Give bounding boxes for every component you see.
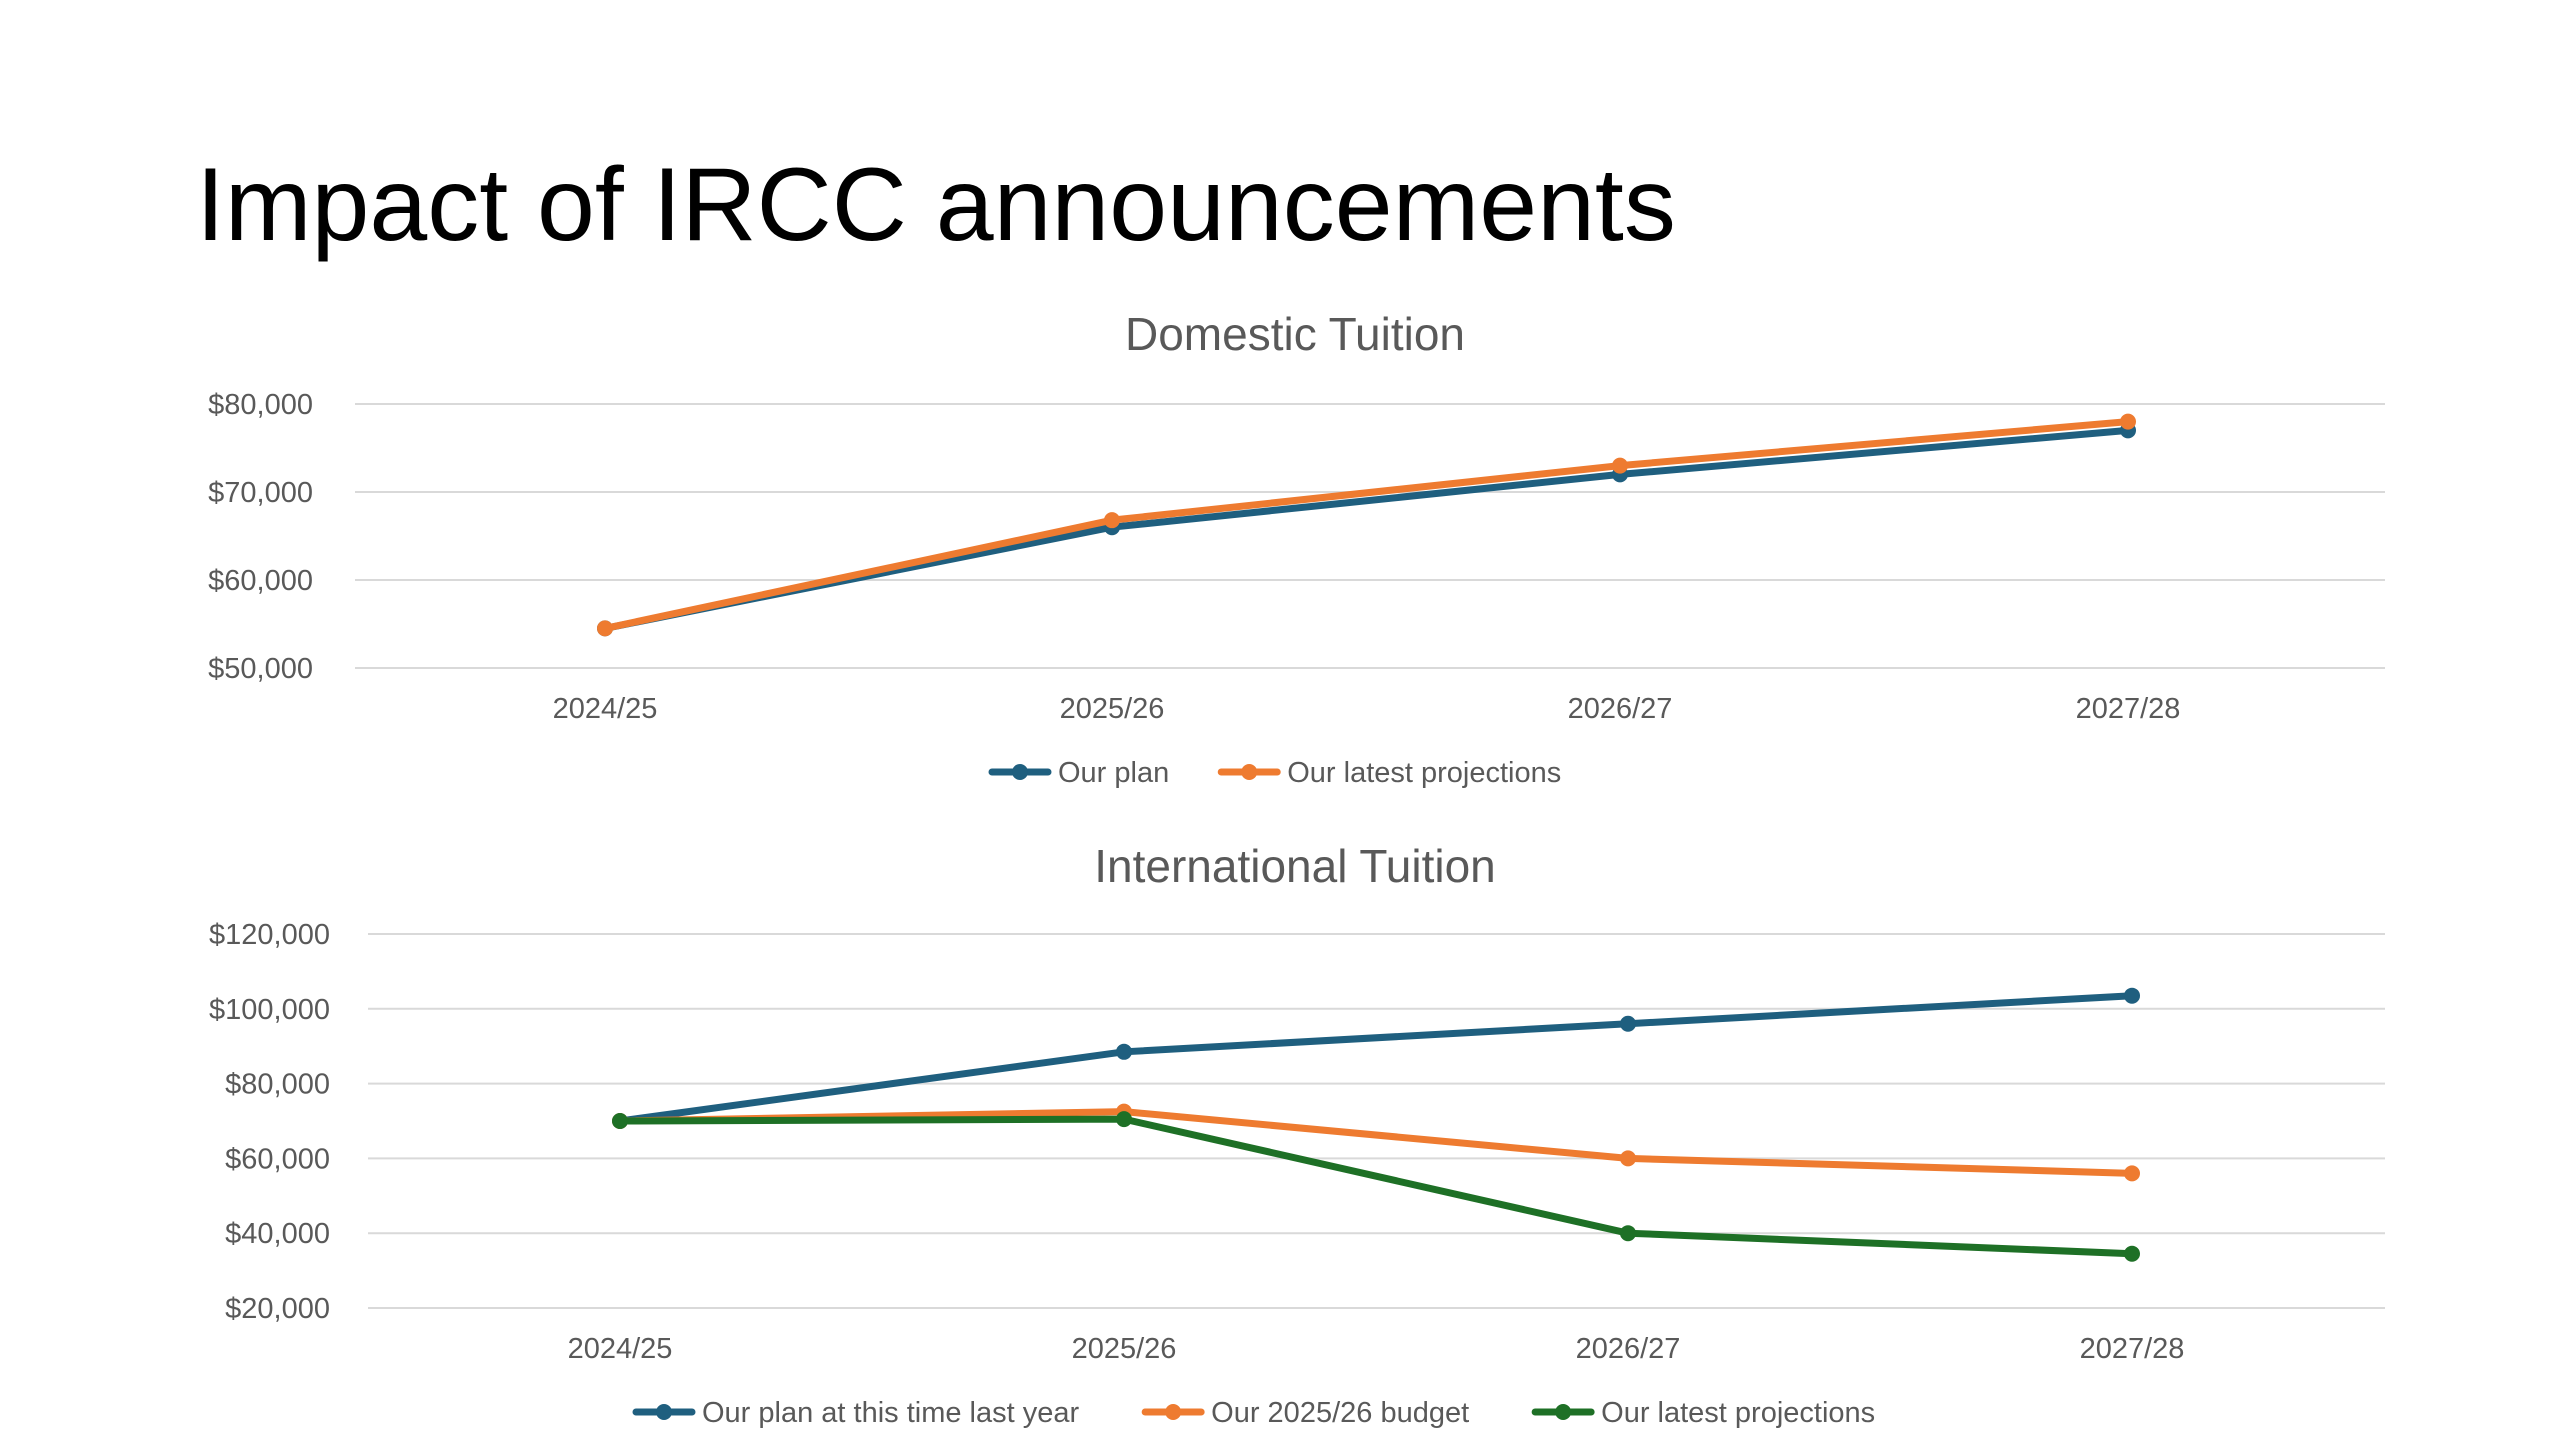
x-tick-label: 2026/27: [1568, 693, 1673, 725]
chart-title: International Tuition: [1094, 840, 1496, 892]
series-line-3: [616, 1115, 2136, 1258]
data-point: [2124, 1245, 2140, 1262]
y-tick-label: $50,000: [208, 653, 313, 685]
legend-label: Our latest projections: [1601, 1397, 1875, 1429]
data-point: [1620, 1225, 1636, 1242]
legend-marker: [1241, 764, 1258, 780]
legend-label: Our plan at this time last year: [702, 1397, 1079, 1429]
legend-entry-3: Our latest projections: [1531, 1397, 1875, 1429]
data-point: [1116, 1043, 1132, 1060]
legend-entry-2: Our latest projections: [1217, 757, 1561, 789]
legend-marker: [1555, 1404, 1572, 1420]
legend-entry-2: Our 2025/26 budget: [1141, 1397, 1469, 1429]
slide-title: Impact of IRCC announcements: [196, 147, 1676, 263]
series-line-1: [616, 992, 2136, 1125]
data-point: [1104, 512, 1120, 529]
domestic-tuition-chart: Domestic Tuition $80,000 $70,000 $60,000 $5…: [208, 308, 2385, 789]
x-tick-label: 2025/26: [1060, 693, 1165, 725]
y-tick-label: $60,000: [225, 1143, 330, 1175]
series-line-2: [616, 1108, 2136, 1177]
y-tick-label: $80,000: [225, 1069, 330, 1101]
series-line-1: [601, 426, 2132, 632]
legend-label: Our 2025/26 budget: [1211, 1397, 1469, 1429]
y-tick-label: $80,000: [208, 389, 313, 421]
data-point: [2120, 413, 2136, 430]
legend-label: Our latest projections: [1287, 757, 1561, 789]
legend-label: Our plan: [1058, 757, 1169, 789]
data-point: [1620, 1015, 1636, 1032]
data-point: [2124, 987, 2140, 1004]
legend-entry-1: Our plan: [988, 757, 1169, 789]
legend-entry-1: Our plan at this time last year: [632, 1397, 1079, 1429]
data-point: [597, 620, 613, 637]
international-tuition-chart: International Tuition $120,000 $100,000 $8…: [209, 840, 2385, 1429]
data-point: [1116, 1111, 1132, 1128]
y-tick-label: $20,000: [225, 1293, 330, 1325]
x-tick-label: 2027/28: [2076, 693, 2181, 725]
x-tick-label: 2024/25: [568, 1333, 673, 1365]
y-tick-label: $100,000: [209, 994, 330, 1026]
legend-marker: [656, 1404, 672, 1420]
data-point: [612, 1113, 628, 1129]
y-tick-label: $60,000: [208, 565, 313, 597]
data-point: [1620, 1150, 1636, 1167]
y-tick-label: $120,000: [209, 919, 330, 951]
x-tick-label: 2027/28: [2080, 1333, 2185, 1365]
y-tick-label: $40,000: [225, 1218, 330, 1250]
y-tick-label: $70,000: [208, 477, 313, 509]
legend-marker: [1012, 764, 1028, 780]
x-tick-label: 2026/27: [1576, 1333, 1681, 1365]
legend-marker: [1165, 1404, 1182, 1420]
chart-title: Domestic Tuition: [1125, 308, 1465, 360]
x-tick-label: 2024/25: [553, 693, 658, 725]
series-line-2: [601, 418, 2132, 632]
x-tick-label: 2025/26: [1072, 1333, 1177, 1365]
data-point: [1612, 457, 1628, 474]
data-point: [2124, 1165, 2140, 1182]
